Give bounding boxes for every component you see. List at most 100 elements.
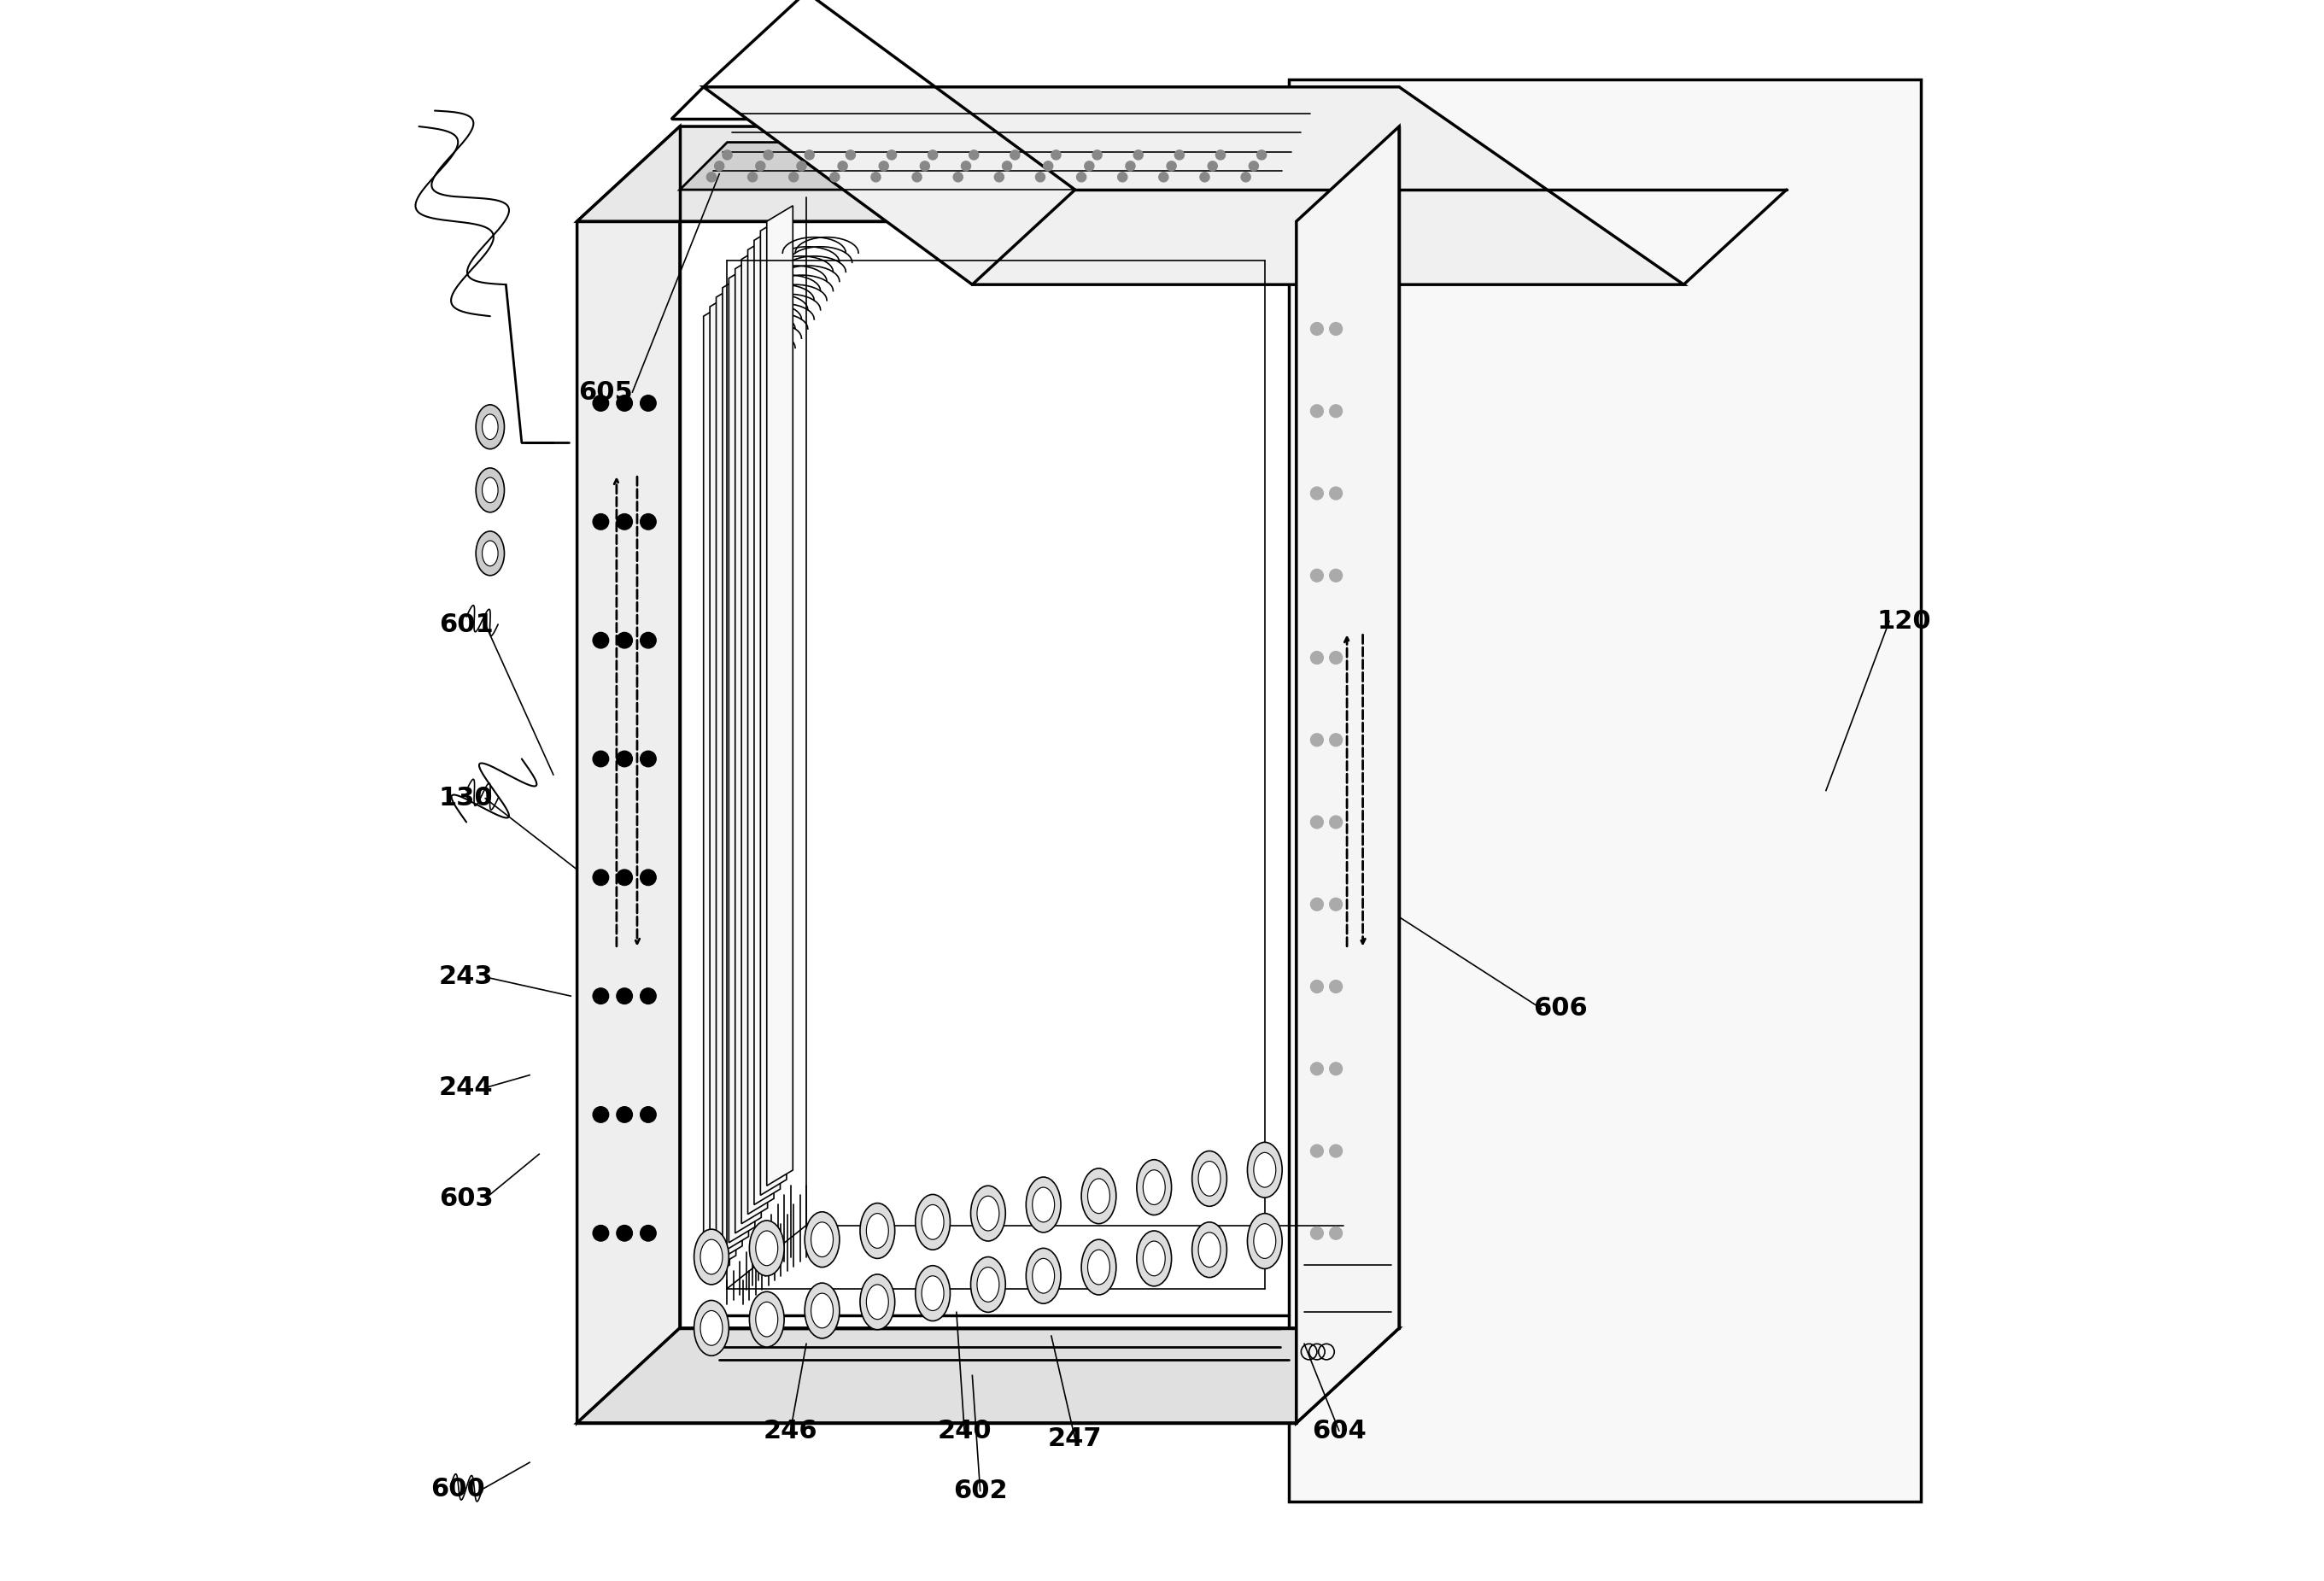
Ellipse shape [1192, 1222, 1227, 1277]
Circle shape [616, 514, 632, 530]
Text: 120: 120 [1875, 609, 1931, 634]
Circle shape [1037, 172, 1046, 182]
Circle shape [616, 395, 632, 411]
Polygon shape [1297, 126, 1399, 1423]
Ellipse shape [1136, 1230, 1171, 1287]
Ellipse shape [1143, 1241, 1164, 1276]
Circle shape [1085, 161, 1095, 171]
Circle shape [593, 514, 609, 530]
Ellipse shape [1199, 1233, 1220, 1268]
Text: 601: 601 [439, 612, 493, 637]
Circle shape [1002, 161, 1011, 171]
Circle shape [641, 1107, 655, 1123]
Ellipse shape [755, 1303, 779, 1338]
Polygon shape [741, 243, 767, 1224]
Circle shape [1311, 816, 1322, 828]
Circle shape [788, 172, 799, 182]
Circle shape [1208, 161, 1218, 171]
Circle shape [1311, 487, 1322, 500]
Circle shape [1311, 980, 1322, 993]
Ellipse shape [1032, 1258, 1055, 1293]
Ellipse shape [1032, 1187, 1055, 1222]
Ellipse shape [1253, 1153, 1276, 1187]
Circle shape [713, 161, 725, 171]
Circle shape [1311, 1145, 1322, 1157]
Ellipse shape [1199, 1160, 1220, 1197]
Circle shape [1329, 980, 1343, 993]
Circle shape [1241, 172, 1250, 182]
Text: 240: 240 [937, 1418, 992, 1443]
Ellipse shape [476, 405, 504, 449]
Ellipse shape [695, 1300, 730, 1356]
Ellipse shape [971, 1257, 1006, 1312]
Ellipse shape [923, 1205, 944, 1240]
Circle shape [593, 751, 609, 767]
Circle shape [1311, 323, 1322, 335]
Ellipse shape [1081, 1240, 1116, 1295]
Circle shape [593, 395, 609, 411]
Ellipse shape [1088, 1249, 1111, 1284]
Ellipse shape [976, 1197, 999, 1230]
Polygon shape [576, 126, 1399, 221]
Circle shape [641, 751, 655, 767]
Circle shape [1215, 150, 1225, 160]
Text: 605: 605 [579, 379, 632, 405]
Circle shape [913, 172, 923, 182]
Ellipse shape [700, 1311, 723, 1345]
Circle shape [723, 150, 732, 160]
Circle shape [1248, 161, 1257, 171]
Ellipse shape [695, 1230, 730, 1284]
Ellipse shape [860, 1274, 895, 1330]
Ellipse shape [1081, 1168, 1116, 1224]
Circle shape [593, 988, 609, 1004]
Ellipse shape [1025, 1176, 1060, 1233]
Circle shape [953, 172, 962, 182]
Circle shape [641, 632, 655, 648]
Circle shape [1076, 172, 1085, 182]
Circle shape [1174, 150, 1185, 160]
Circle shape [1167, 161, 1176, 171]
Ellipse shape [971, 1186, 1006, 1241]
Circle shape [641, 395, 655, 411]
Circle shape [962, 161, 971, 171]
Circle shape [1329, 734, 1343, 746]
Circle shape [765, 150, 774, 160]
Polygon shape [723, 272, 748, 1252]
Circle shape [1134, 150, 1143, 160]
Circle shape [1125, 161, 1134, 171]
Circle shape [1311, 651, 1322, 664]
Polygon shape [716, 281, 741, 1262]
Circle shape [804, 150, 813, 160]
Circle shape [1092, 150, 1102, 160]
Ellipse shape [1253, 1224, 1276, 1258]
Circle shape [616, 870, 632, 885]
Ellipse shape [1192, 1151, 1227, 1206]
Ellipse shape [860, 1203, 895, 1258]
Text: 246: 246 [762, 1418, 818, 1443]
Circle shape [1329, 1227, 1343, 1240]
Circle shape [839, 161, 848, 171]
Circle shape [797, 161, 806, 171]
Polygon shape [767, 206, 792, 1186]
Polygon shape [1287, 79, 1922, 1502]
Circle shape [616, 988, 632, 1004]
Polygon shape [748, 234, 774, 1214]
Circle shape [830, 172, 839, 182]
Ellipse shape [1136, 1160, 1171, 1214]
Ellipse shape [867, 1284, 888, 1319]
Ellipse shape [916, 1195, 951, 1249]
Circle shape [641, 870, 655, 885]
Ellipse shape [916, 1265, 951, 1322]
Circle shape [1329, 405, 1343, 417]
Circle shape [846, 150, 855, 160]
Circle shape [593, 632, 609, 648]
Ellipse shape [481, 477, 497, 503]
Ellipse shape [1025, 1249, 1060, 1303]
Circle shape [1311, 1062, 1322, 1075]
Circle shape [616, 1225, 632, 1241]
Ellipse shape [976, 1268, 999, 1303]
Circle shape [593, 1107, 609, 1123]
Ellipse shape [804, 1284, 839, 1338]
Circle shape [1329, 487, 1343, 500]
Ellipse shape [755, 1230, 779, 1265]
